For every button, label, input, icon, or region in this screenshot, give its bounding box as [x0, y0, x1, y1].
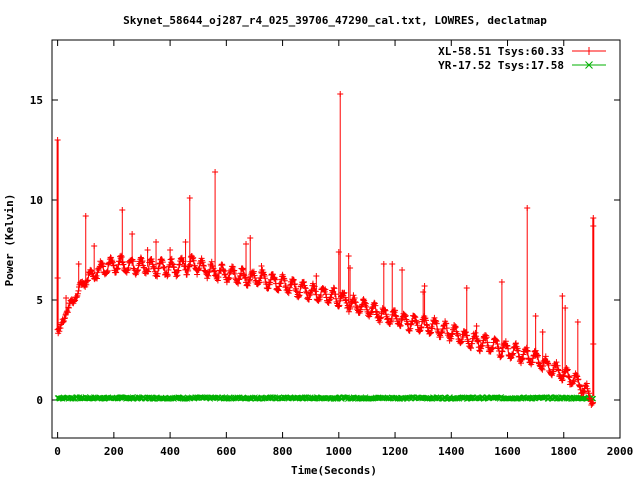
- series-xl-spike-marker: [313, 273, 320, 279]
- y-axis-label: Power (Kelvin): [3, 194, 16, 287]
- legend-label: XL-58.51 Tsys:60.33: [438, 45, 564, 58]
- series-xl-spike-marker: [182, 239, 189, 245]
- x-tick-label: 200: [104, 445, 124, 458]
- x-tick-label: 1600: [494, 445, 521, 458]
- series-xl-spike-marker: [399, 267, 406, 273]
- y-tick-label: 0: [36, 394, 43, 407]
- x-tick-label: 1000: [326, 445, 353, 458]
- y-axis-ticks: 0 5 10 15: [30, 94, 620, 407]
- legend-marker: [585, 47, 593, 55]
- series-xl-spike-marker: [129, 231, 136, 237]
- series-xl-spike-marker: [186, 195, 193, 201]
- series-xl-spike-marker: [389, 261, 396, 267]
- series-xl-spike-marker: [347, 265, 354, 271]
- series-xl-spike-marker: [498, 279, 505, 285]
- series-xl-spike-marker: [532, 313, 539, 319]
- series-xl-spike-marker: [212, 169, 219, 175]
- series-xl-spike-marker: [91, 243, 98, 249]
- x-tick-label: 1400: [438, 445, 465, 458]
- series-xl-spike-marker: [258, 263, 265, 269]
- series-xl-spike-marker: [559, 293, 566, 299]
- y-tick-label: 15: [30, 94, 43, 107]
- series-xl-spike-marker: [473, 323, 480, 329]
- series-xl-spike-marker: [524, 205, 531, 211]
- series-xl-spike-marker: [144, 247, 151, 253]
- series-xl-spike-marker: [420, 289, 427, 295]
- series-xl-spike-marker: [167, 247, 174, 253]
- series-xl-spike-marker: [247, 235, 254, 241]
- series-xl-spike-marker: [421, 283, 428, 289]
- x-tick-label: 0: [54, 445, 61, 458]
- legend-label: YR-17.52 Tsys:17.58: [438, 59, 564, 72]
- x-tick-label: 800: [273, 445, 293, 458]
- series-xl-group: [54, 91, 597, 408]
- series-xl-spike-marker: [153, 239, 160, 245]
- legend-marker: [585, 61, 593, 69]
- series-xl-spike-marker: [243, 241, 250, 247]
- series-xl-spike-marker: [539, 329, 546, 335]
- series-xl-markers: [54, 252, 597, 408]
- series-xl-spike-marker: [63, 295, 70, 301]
- series-yr-markers: [54, 394, 597, 402]
- chart-title: Skynet_58644_oj287_r4_025_39706_47290_ca…: [123, 14, 547, 27]
- x-tick-label: 2000: [607, 445, 634, 458]
- series-xl-spike-marker: [119, 207, 126, 213]
- series-xl-spike-marker: [75, 261, 82, 267]
- x-tick-label: 1200: [382, 445, 409, 458]
- plot-border: [51, 39, 621, 439]
- series-xl-spike-marker: [574, 319, 581, 325]
- series-xl-spike-marker: [562, 305, 569, 311]
- series-xl-spike-marker: [380, 261, 387, 267]
- series-xl-spike-marker: [480, 335, 487, 341]
- series-xl-spike-marker: [82, 213, 89, 219]
- y-tick-label: 10: [30, 194, 43, 207]
- series-xl-spike-marker: [337, 91, 344, 97]
- x-tick-label: 400: [160, 445, 180, 458]
- series-xl-line: [57, 254, 594, 406]
- plot-frame: [51, 39, 621, 439]
- series-yr-group: [54, 394, 597, 402]
- x-axis-ticks: 0 200 400 600 800 1000 1200 1400 1600 1800 2000: [54, 40, 633, 458]
- series-xl-spike-marker: [335, 249, 342, 255]
- series-xl-spike-marker: [345, 253, 352, 259]
- x-tick-label: 600: [216, 445, 236, 458]
- y-tick-label: 5: [36, 294, 43, 307]
- x-tick-label: 1800: [551, 445, 578, 458]
- series-xl-spike-marker: [463, 285, 470, 291]
- x-axis-label: Time(Seconds): [291, 464, 377, 477]
